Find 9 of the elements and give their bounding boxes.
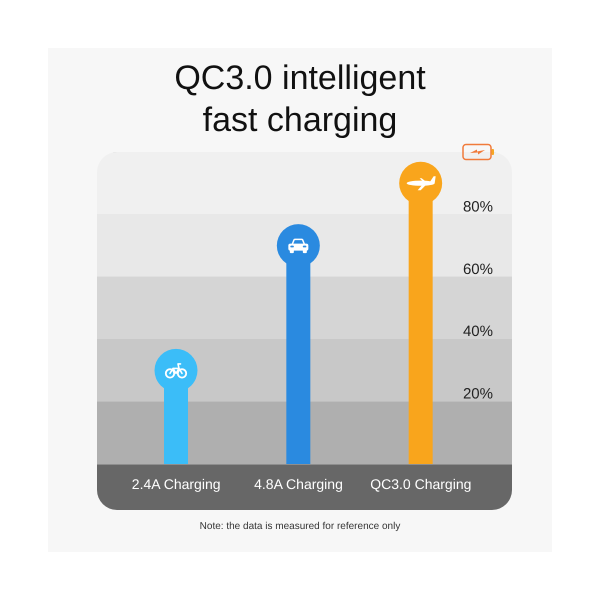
y-tick-label: 40%	[462, 323, 493, 340]
x-tick-label: QC3.0 Charging	[370, 476, 472, 492]
y-tick-label: 20%	[462, 386, 493, 403]
y-tick-label: 80%	[462, 198, 493, 216]
y-tick-label: 60%	[462, 260, 493, 278]
text: Note: the data is measured for reference only	[198, 521, 402, 532]
x-tick-label: 4.8A Charging	[254, 476, 343, 492]
chart-title: QC3.0 intelligent fast charging	[173, 58, 427, 141]
x-tick-label: 2.4A Charging	[132, 476, 221, 492]
